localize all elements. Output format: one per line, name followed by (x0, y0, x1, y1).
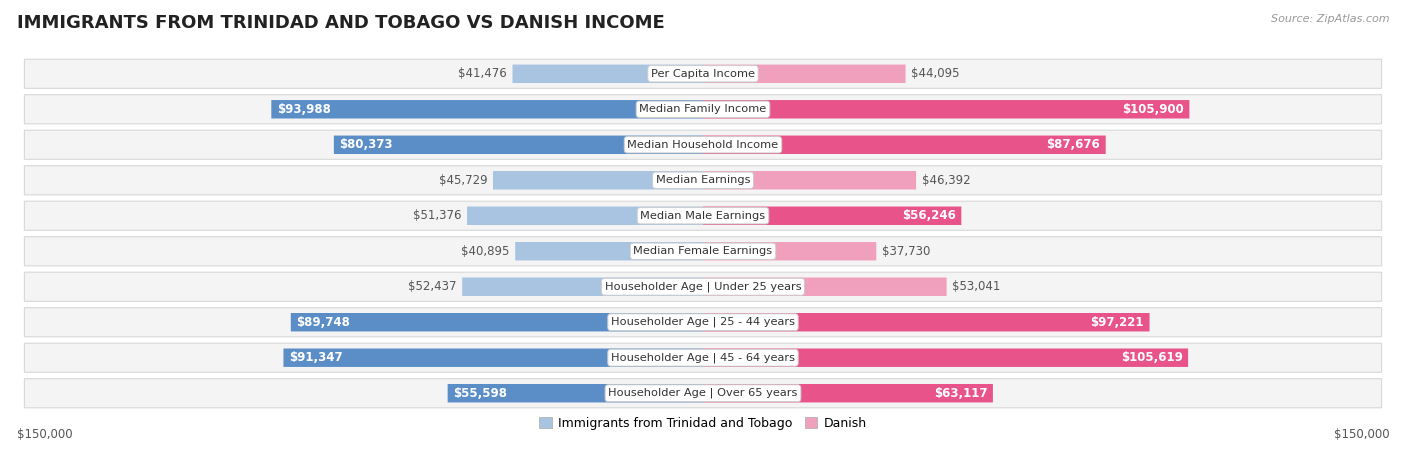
FancyBboxPatch shape (703, 277, 946, 296)
Text: Median Female Earnings: Median Female Earnings (634, 246, 772, 256)
Text: Median Earnings: Median Earnings (655, 175, 751, 185)
Text: $105,619: $105,619 (1121, 351, 1182, 364)
FancyBboxPatch shape (447, 384, 703, 403)
Text: $44,095: $44,095 (911, 67, 959, 80)
FancyBboxPatch shape (24, 130, 1382, 159)
FancyBboxPatch shape (24, 166, 1382, 195)
Text: $55,598: $55,598 (453, 387, 508, 400)
Text: Median Family Income: Median Family Income (640, 104, 766, 114)
Text: $89,748: $89,748 (297, 316, 350, 329)
Text: $51,376: $51,376 (413, 209, 461, 222)
Legend: Immigrants from Trinidad and Tobago, Danish: Immigrants from Trinidad and Tobago, Dan… (534, 412, 872, 435)
FancyBboxPatch shape (513, 64, 703, 83)
FancyBboxPatch shape (333, 135, 703, 154)
Text: $105,900: $105,900 (1122, 103, 1184, 116)
FancyBboxPatch shape (284, 348, 703, 367)
FancyBboxPatch shape (24, 272, 1382, 301)
Text: Median Male Earnings: Median Male Earnings (641, 211, 765, 221)
FancyBboxPatch shape (24, 308, 1382, 337)
Text: $37,730: $37,730 (882, 245, 931, 258)
Text: Source: ZipAtlas.com: Source: ZipAtlas.com (1271, 14, 1389, 24)
Text: $45,729: $45,729 (439, 174, 488, 187)
FancyBboxPatch shape (703, 242, 876, 261)
FancyBboxPatch shape (703, 348, 1188, 367)
Text: Householder Age | Under 25 years: Householder Age | Under 25 years (605, 282, 801, 292)
FancyBboxPatch shape (467, 206, 703, 225)
Text: $150,000: $150,000 (17, 428, 73, 441)
Text: $52,437: $52,437 (408, 280, 457, 293)
FancyBboxPatch shape (515, 242, 703, 261)
Text: $97,221: $97,221 (1091, 316, 1144, 329)
FancyBboxPatch shape (703, 135, 1105, 154)
FancyBboxPatch shape (271, 100, 703, 119)
Text: Householder Age | Over 65 years: Householder Age | Over 65 years (609, 388, 797, 398)
FancyBboxPatch shape (24, 237, 1382, 266)
Text: $41,476: $41,476 (458, 67, 508, 80)
FancyBboxPatch shape (24, 201, 1382, 230)
FancyBboxPatch shape (24, 343, 1382, 372)
Text: $56,246: $56,246 (901, 209, 956, 222)
Text: $80,373: $80,373 (339, 138, 392, 151)
FancyBboxPatch shape (24, 95, 1382, 124)
Text: $53,041: $53,041 (952, 280, 1001, 293)
Text: $93,988: $93,988 (277, 103, 330, 116)
FancyBboxPatch shape (703, 384, 993, 403)
FancyBboxPatch shape (703, 313, 1150, 332)
FancyBboxPatch shape (703, 206, 962, 225)
FancyBboxPatch shape (494, 171, 703, 190)
Text: IMMIGRANTS FROM TRINIDAD AND TOBAGO VS DANISH INCOME: IMMIGRANTS FROM TRINIDAD AND TOBAGO VS D… (17, 14, 665, 32)
Text: $91,347: $91,347 (290, 351, 343, 364)
Text: $63,117: $63,117 (934, 387, 987, 400)
Text: $87,676: $87,676 (1046, 138, 1099, 151)
Text: Householder Age | 45 - 64 years: Householder Age | 45 - 64 years (612, 353, 794, 363)
FancyBboxPatch shape (703, 100, 1189, 119)
FancyBboxPatch shape (463, 277, 703, 296)
FancyBboxPatch shape (24, 379, 1382, 408)
Text: Per Capita Income: Per Capita Income (651, 69, 755, 79)
FancyBboxPatch shape (703, 171, 917, 190)
FancyBboxPatch shape (291, 313, 703, 332)
Text: $40,895: $40,895 (461, 245, 509, 258)
FancyBboxPatch shape (24, 59, 1382, 88)
FancyBboxPatch shape (703, 64, 905, 83)
Text: $46,392: $46,392 (921, 174, 970, 187)
Text: Householder Age | 25 - 44 years: Householder Age | 25 - 44 years (612, 317, 794, 327)
Text: Median Household Income: Median Household Income (627, 140, 779, 150)
Text: $150,000: $150,000 (1333, 428, 1389, 441)
